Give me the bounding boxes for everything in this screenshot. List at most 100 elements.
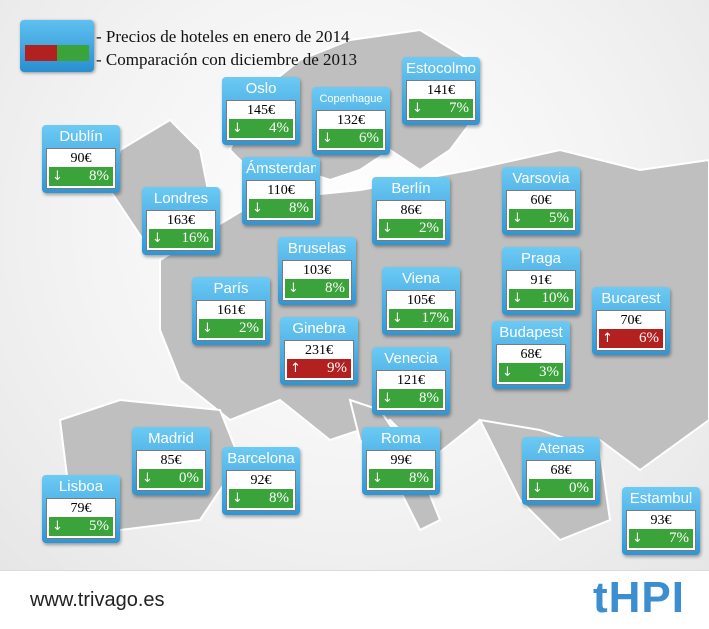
city-change-percent: 2% xyxy=(239,320,259,336)
city-change-bar: ↓ 0% xyxy=(139,469,203,488)
arrow-down-icon: ↓ xyxy=(632,531,643,546)
arrow-down-icon: ↓ xyxy=(512,291,523,306)
city-change-bar: ↓ 8% xyxy=(229,489,293,508)
city-price: 163€ xyxy=(167,213,195,228)
city-marker: Berlín 86€ ↓ 2% xyxy=(372,177,450,245)
city-marker: Oslo 145€ ↓ 4% xyxy=(222,77,300,145)
arrow-down-icon: ↓ xyxy=(532,481,543,496)
city-marker: Copenhague 132€ ↓ 6% xyxy=(312,87,390,155)
city-price: 161€ xyxy=(217,303,245,318)
city-price: 91€ xyxy=(530,273,552,288)
city-change-percent: 0% xyxy=(569,480,589,496)
brand-logo: tHPI xyxy=(593,573,685,622)
city-card: 79€ ↓ 5% xyxy=(46,498,116,539)
city-change-bar: ↓ 7% xyxy=(409,99,473,118)
city-marker: Atenas 68€ ↓ 0% xyxy=(522,437,600,505)
arrow-down-icon: ↓ xyxy=(252,201,263,216)
city-name: Copenhague xyxy=(319,93,383,105)
city-marker: Roma 99€ ↓ 8% xyxy=(362,427,440,495)
arrow-down-icon: ↓ xyxy=(392,311,403,326)
city-marker: París 161€ ↓ 2% xyxy=(192,277,270,345)
city-marker: Dublín 90€ ↓ 8% xyxy=(42,125,120,193)
arrow-down-icon: ↓ xyxy=(52,169,63,184)
city-price: 92€ xyxy=(250,473,272,488)
city-change-percent: 7% xyxy=(669,530,689,546)
city-name: Barcelona xyxy=(227,450,295,467)
city-card: 86€ ↓ 2% xyxy=(376,200,446,241)
city-card: 161€ ↓ 2% xyxy=(196,300,266,341)
footer: www.trivago.es tHPI xyxy=(0,570,709,629)
city-price: 110€ xyxy=(267,183,295,198)
city-change-bar: ↓ 5% xyxy=(49,517,113,536)
city-card: 60€ ↓ 5% xyxy=(506,190,576,231)
city-change-percent: 6% xyxy=(639,330,659,346)
city-change-bar: ↓ 8% xyxy=(49,167,113,186)
arrow-down-icon: ↓ xyxy=(502,365,513,380)
city-marker: Varsovia 60€ ↓ 5% xyxy=(502,167,580,235)
city-change-bar: ↑ 6% xyxy=(599,329,663,348)
city-change-bar: ↓ 8% xyxy=(249,199,313,218)
city-name: París xyxy=(213,280,249,297)
city-price: 145€ xyxy=(247,103,275,118)
city-change-bar: ↓ 5% xyxy=(509,209,573,228)
city-price: 141€ xyxy=(427,83,455,98)
city-change-percent: 7% xyxy=(449,100,469,116)
site-url[interactable]: www.trivago.es xyxy=(30,589,165,611)
city-change-bar: ↓ 0% xyxy=(529,479,593,498)
city-marker: Bruselas 103€ ↓ 8% xyxy=(278,237,356,305)
city-marker: Venecia 121€ ↓ 8% xyxy=(372,347,450,415)
city-change-percent: 8% xyxy=(325,280,345,296)
city-change-percent: 5% xyxy=(549,210,569,226)
arrow-down-icon: ↓ xyxy=(372,471,383,486)
legend-compare-label: - Comparación con diciembre de 2013 xyxy=(96,50,358,69)
arrow-down-icon: ↓ xyxy=(152,231,163,246)
city-name: Bucarest xyxy=(601,290,661,307)
city-price: 103€ xyxy=(303,263,331,278)
city-card: 68€ ↓ 3% xyxy=(496,344,566,385)
city-card: 93€ ↓ 7% xyxy=(626,510,696,551)
arrow-down-icon: ↓ xyxy=(52,519,63,534)
city-name: Budapest xyxy=(499,324,563,341)
city-price: 93€ xyxy=(650,513,672,528)
arrow-down-icon: ↓ xyxy=(232,491,243,506)
arrow-down-icon: ↓ xyxy=(202,321,213,336)
arrow-down-icon: ↓ xyxy=(382,221,393,236)
city-change-percent: 8% xyxy=(289,200,309,216)
city-name: Dublín xyxy=(59,128,103,145)
city-name: Estambul xyxy=(629,490,693,507)
arrow-down-icon: ↓ xyxy=(322,131,333,146)
city-card: 231€ ↑ 9% xyxy=(284,340,354,381)
city-card: 92€ ↓ 8% xyxy=(226,470,296,511)
city-name: Estocolmo xyxy=(406,60,476,77)
city-change-bar: ↓ 8% xyxy=(369,469,433,488)
city-card: 68€ ↓ 0% xyxy=(526,460,596,501)
city-name: Atenas xyxy=(537,440,585,457)
city-marker: Ginebra 231€ ↑ 9% xyxy=(280,317,358,385)
legend-price-label: - Precios de hoteles en enero de 2014 xyxy=(96,27,350,46)
legend-swatch xyxy=(20,20,94,72)
city-change-percent: 10% xyxy=(541,290,570,306)
city-price: 231€ xyxy=(305,343,333,358)
city-card: 70€ ↑ 6% xyxy=(596,310,666,351)
city-card: 121€ ↓ 8% xyxy=(376,370,446,411)
city-card: 90€ ↓ 8% xyxy=(46,148,116,189)
city-card: 85€ ↓ 0% xyxy=(136,450,206,491)
city-marker: Ámsterdam 110€ ↓ 8% xyxy=(242,157,320,225)
city-name: Venecia xyxy=(384,350,438,367)
city-marker: Bucarest 70€ ↑ 6% xyxy=(592,287,670,355)
arrow-up-icon: ↑ xyxy=(290,361,301,376)
city-card: 99€ ↓ 8% xyxy=(366,450,436,491)
city-change-bar: ↓ 10% xyxy=(509,289,573,308)
city-price: 86€ xyxy=(400,203,422,218)
city-change-bar: ↓ 4% xyxy=(229,119,293,138)
city-change-bar: ↓ 6% xyxy=(319,129,383,148)
arrow-down-icon: ↓ xyxy=(142,471,153,486)
city-change-percent: 3% xyxy=(539,364,559,380)
city-change-percent: 4% xyxy=(269,120,289,136)
city-change-bar: ↓ 3% xyxy=(499,363,563,382)
city-marker: Budapest 68€ ↓ 3% xyxy=(492,321,570,389)
city-price: 99€ xyxy=(390,453,412,468)
city-price: 121€ xyxy=(397,373,425,388)
city-change-bar: ↓ 2% xyxy=(379,219,443,238)
city-change-bar: ↑ 9% xyxy=(287,359,351,378)
